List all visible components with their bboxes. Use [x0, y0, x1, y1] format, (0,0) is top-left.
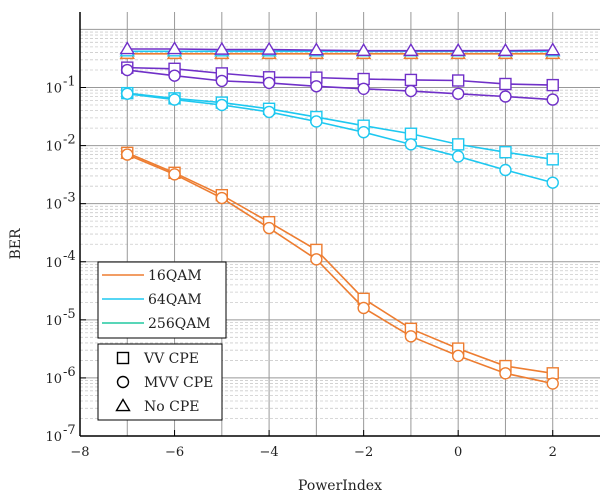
- data-point: [403, 42, 419, 56]
- series-line: [127, 92, 553, 161]
- data-point: [450, 42, 466, 56]
- legend-label: VV CPE: [143, 351, 199, 367]
- data-point: [168, 93, 181, 106]
- data-point: [404, 138, 418, 151]
- series-256QAM-triangle: [119, 41, 561, 56]
- tick-labels: −8 −6 −4 −2 0 210-710-610-510-410-310-210-1: [45, 75, 556, 460]
- data-point: [357, 126, 370, 139]
- data-point: [451, 138, 465, 151]
- legend-label: MVV CPE: [144, 375, 213, 391]
- data-point: [499, 367, 512, 380]
- legend-colors: 16QAM 64QAM 256QAM: [97, 261, 227, 339]
- series-layer: [119, 41, 561, 390]
- data-point: [262, 105, 276, 119]
- data-point: [357, 301, 370, 315]
- series-line: [127, 48, 553, 52]
- series-256QAM-circle: [121, 63, 559, 106]
- data-point: [121, 87, 134, 100]
- data-point: [166, 41, 183, 55]
- y-tick-label-exponent: -4: [63, 249, 76, 264]
- y-tick-label-exponent: -2: [63, 133, 76, 148]
- data-point: [121, 63, 134, 77]
- data-point: [545, 42, 561, 56]
- data-point: [262, 76, 276, 90]
- data-point: [310, 115, 323, 128]
- x-tick-label: −6: [165, 445, 184, 460]
- y-tick-label-exponent: -6: [63, 365, 76, 380]
- data-point: [357, 82, 370, 96]
- data-point: [499, 77, 512, 91]
- data-point: [119, 41, 135, 55]
- y-tick-label-base: 10: [45, 198, 62, 213]
- data-point: [214, 41, 230, 55]
- x-tick-label: −4: [260, 445, 279, 460]
- legend-label: No CPE: [144, 399, 199, 415]
- legend-label: 16QAM: [148, 268, 202, 284]
- data-point: [546, 377, 559, 390]
- series-line: [127, 66, 553, 86]
- data-point: [451, 87, 465, 100]
- data-point: [310, 253, 323, 266]
- data-point: [404, 127, 418, 140]
- y-tick-label-exponent: -7: [63, 423, 76, 438]
- data-point: [404, 73, 418, 87]
- data-point: [215, 74, 229, 88]
- data-point: [215, 191, 229, 205]
- y-tick-label-base: 10: [45, 82, 62, 97]
- legend-marker-circle: [116, 375, 130, 389]
- y-tick-label-base: 10: [45, 314, 62, 329]
- series-line: [126, 153, 553, 385]
- y-tick-label-exponent: -1: [63, 75, 76, 90]
- y-tick-label-base: 10: [45, 372, 62, 387]
- series-line: [127, 92, 553, 184]
- data-point: [262, 221, 276, 235]
- data-point: [546, 367, 559, 380]
- series-16QAM-circle: [121, 148, 559, 390]
- data-point: [215, 98, 229, 112]
- data-point: [261, 41, 277, 55]
- legend-label: 64QAM: [148, 292, 202, 308]
- data-point: [546, 153, 559, 166]
- data-point: [451, 150, 465, 163]
- data-point: [546, 176, 559, 189]
- y-tick-label-base: 10: [45, 256, 62, 271]
- series-line: [127, 69, 553, 101]
- x-tick-label: 2: [549, 445, 557, 460]
- y-tick-label-base: 10: [45, 430, 62, 445]
- data-point: [310, 80, 323, 93]
- data-point: [168, 168, 181, 181]
- data-point: [121, 148, 134, 161]
- data-point: [168, 69, 181, 82]
- legend-marker-triangle: [115, 398, 131, 412]
- x-tick-label: −8: [70, 445, 89, 460]
- y-tick-label-base: 10: [45, 140, 62, 155]
- legend-label: 256QAM: [148, 316, 211, 332]
- data-point: [546, 93, 559, 106]
- data-point: [355, 42, 372, 56]
- series-64QAM-circle: [121, 87, 559, 189]
- x-tick-label: −2: [354, 445, 373, 460]
- data-point: [499, 163, 512, 177]
- y-tick-label-exponent: -5: [63, 307, 76, 322]
- axes: [79, 12, 600, 437]
- y-axis-label: BER: [8, 228, 24, 260]
- x-axis-label: PowerIndex: [298, 478, 382, 494]
- data-point: [497, 42, 514, 56]
- data-point: [308, 42, 325, 56]
- data-point: [546, 78, 559, 92]
- series-line: [126, 152, 553, 375]
- data-point: [451, 74, 465, 87]
- data-point: [499, 90, 512, 103]
- y-tick-label-exponent: -3: [63, 191, 76, 206]
- legend-marker-square: [116, 351, 130, 365]
- data-point: [404, 84, 418, 98]
- x-tick-label: 0: [454, 445, 462, 460]
- data-point: [451, 349, 465, 363]
- data-point: [499, 145, 512, 159]
- data-point: [404, 330, 418, 343]
- legend-markers: VV CPE MVV CPE No CPE: [97, 343, 223, 421]
